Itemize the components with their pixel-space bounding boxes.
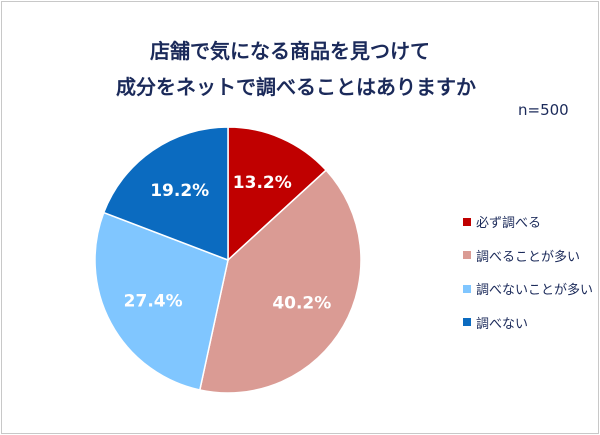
legend-swatch: [463, 284, 471, 293]
pie-slice: [94, 211, 229, 391]
legend-item: 必ず調べる: [463, 205, 593, 239]
legend: 必ず調べる 調べることが多い 調べないことが多い 調べない: [463, 205, 593, 339]
legend-label: 調べない: [476, 316, 529, 332]
chart-title-line-1: 店舗で気になる商品を見つけて: [150, 39, 430, 63]
legend-label: 必ず調べる: [476, 216, 542, 232]
legend-item: 調べないことが多い: [463, 272, 593, 306]
data-label: 27.4%: [124, 292, 183, 312]
data-label: 13.2%: [233, 173, 292, 193]
legend-item: 調べることが多い: [463, 239, 593, 273]
data-label: 40.2%: [272, 293, 331, 313]
legend-swatch: [463, 318, 471, 327]
legend-label: 調べないことが多い: [476, 283, 594, 299]
pie-slice: [102, 126, 229, 262]
legend-item: 調べない: [463, 306, 593, 340]
data-label: 19.2%: [150, 181, 209, 201]
legend-swatch: [463, 251, 471, 260]
sample-size-note: n=500: [518, 101, 569, 119]
pie-slice: [227, 126, 328, 262]
legend-swatch: [463, 217, 471, 226]
pie-slice: [198, 169, 362, 394]
chart-title-line-2: 成分をネットで調べることはありますか: [116, 75, 476, 99]
legend-label: 調べることが多い: [476, 249, 581, 265]
